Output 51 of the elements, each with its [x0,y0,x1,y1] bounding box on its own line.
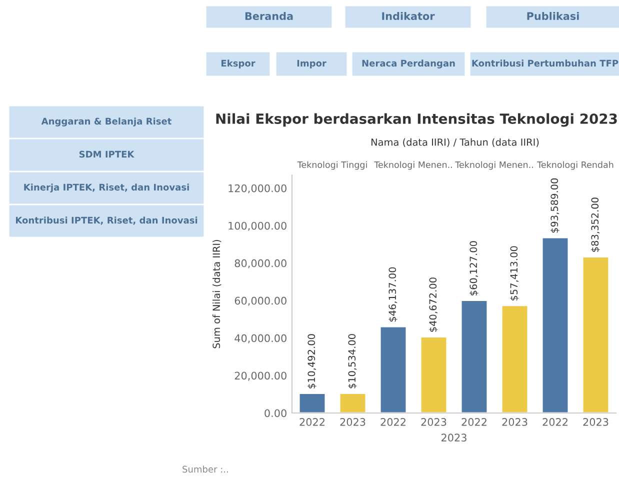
x-tick-label: 2023 [502,418,528,426]
bar [460,300,488,413]
text: Publikasi [527,12,579,20]
text: Ekspor [222,60,256,68]
data-label: $46,137.00 [388,267,398,322]
data-label: $83,352.00 [591,198,600,252]
data-label: $40,672.00 [429,278,438,332]
data-label: $60,127.00 [470,241,478,296]
text: SDM IPTEK [79,150,134,158]
bar [582,256,610,413]
x-tick-label: 2023 [583,418,608,426]
bar [541,236,570,413]
text: Teknologi Rendah [537,161,614,170]
chart-subtitle: Nama (data IIRI) / Tahun (data IIRI) [371,138,539,147]
y-tick-label: 60,000.00 [234,296,286,306]
bar [500,304,529,413]
x-tick-label: 2022 [542,418,568,426]
y-tick-label: 80,000.00 [234,259,286,268]
text: Teknologi Menen.. [374,161,452,170]
text: Teknologi Tinggi [297,161,367,170]
y-tick-label: 20,000.00 [234,372,286,381]
y-axis-title: Sum of Nilai (data IIRI) [212,240,222,348]
y-tick-label: 120,000.00 [228,184,286,194]
x-tick-label: 2022 [380,418,406,426]
bar [420,336,448,413]
x-tick-label: 2023 [421,418,446,426]
text: Beranda [245,12,293,20]
y-tick-label: 0.00 [264,409,286,418]
bar [379,326,408,413]
text: Kontribusi IPTEK, Riset, dan Inovasi [16,216,198,225]
text: Impor [297,60,326,68]
data-label: $10,534.00 [348,334,357,388]
text: Anggaran & Belanja Riset [41,118,172,126]
text: Kontribusi Pertumbuhan TFP [472,60,618,67]
data-label: $10,492.00 [308,334,316,388]
data-label: $57,413.00 [510,246,519,300]
bar [298,392,326,413]
bar [338,392,367,413]
data-label: $93,589.00 [550,178,560,233]
x-tick-label: 2022 [300,418,324,426]
x-tick-label: 2023 [340,418,366,426]
x-tick-label: 2022 [462,418,486,426]
y-tick-label: 100,000.00 [228,222,286,231]
text: Teknologi Menen.. [455,161,533,170]
y-tick-label: 40,000.00 [234,334,286,344]
x-axis-title: 2023 [442,434,466,442]
text: Neraca Perdangan [362,60,455,68]
chart-title: Nilai Ekspor berdasarkan Intensitas Teknologi 2023 [216,113,617,127]
text: Sumber :.. [182,466,228,473]
text: Kinerja IPTEK, Riset, dan Inovasi [24,184,189,192]
text: Indikator [382,12,435,20]
